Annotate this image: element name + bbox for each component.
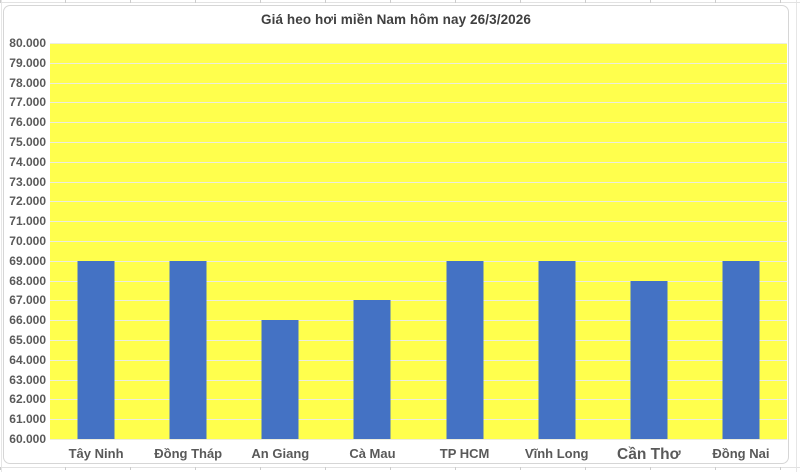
y-tick-label: 61.000 xyxy=(9,412,46,427)
plot-area[interactable] xyxy=(50,43,787,440)
y-tick-label: 73.000 xyxy=(9,174,46,189)
x-tick-label: Cần Thơ xyxy=(617,446,681,463)
gridline xyxy=(50,201,787,203)
chart-frame[interactable]: Giá heo hơi miền Nam hôm nay 26/3/2026 8… xyxy=(3,5,789,464)
gridline xyxy=(50,82,787,84)
gridline xyxy=(50,340,787,341)
y-tick-label: 79.000 xyxy=(9,55,46,70)
y-tick-label: 72.000 xyxy=(9,194,46,209)
y-tick-label: 75.000 xyxy=(9,135,46,149)
y-tick-label: 74.000 xyxy=(9,154,46,169)
bar[interactable] xyxy=(722,260,760,439)
bar[interactable] xyxy=(169,260,207,439)
y-tick-label: 69.000 xyxy=(9,253,46,268)
gridline xyxy=(50,320,787,322)
bar[interactable] xyxy=(261,320,299,439)
x-axis: Tây Ninh Đồng Tháp An Giang Cà Mau TP HCM Vĩn… xyxy=(50,444,787,464)
spreadsheet-column-ticks-bottom xyxy=(0,467,800,470)
gridline xyxy=(50,439,787,440)
x-tick-label: Cà Mau xyxy=(349,446,396,461)
x-tick-label: Vĩnh Long xyxy=(524,446,589,461)
spreadsheet-column-line-right xyxy=(796,0,797,472)
y-tick-label: 71.000 xyxy=(9,214,46,229)
gridline xyxy=(50,102,787,104)
y-tick-label: 67.000 xyxy=(9,293,46,308)
bar[interactable] xyxy=(630,280,668,439)
y-tick-label: 77.000 xyxy=(9,95,46,110)
y-tick-label: 78.000 xyxy=(9,75,46,90)
gridline xyxy=(50,280,787,282)
y-tick-label: 60.000 xyxy=(9,432,46,446)
gridline xyxy=(50,241,787,242)
y-tick-label: 64.000 xyxy=(9,352,46,367)
y-tick-label: 66.000 xyxy=(9,313,46,328)
y-tick-label: 80.000 xyxy=(9,36,46,50)
bar[interactable] xyxy=(446,260,484,439)
x-tick-label: Đồng Tháp xyxy=(154,446,223,461)
gridline xyxy=(50,43,787,44)
gridline xyxy=(50,260,787,262)
y-tick-label: 76.000 xyxy=(9,115,46,130)
gridline xyxy=(50,399,787,401)
chart-title[interactable]: Giá heo hơi miền Nam hôm nay 26/3/2026 xyxy=(261,12,531,27)
x-tick-label: Đồng Nai xyxy=(712,446,770,461)
gridline xyxy=(50,62,787,64)
spreadsheet-column-ticks-top xyxy=(0,0,800,3)
y-tick-label: 65.000 xyxy=(9,333,46,347)
gridline xyxy=(50,122,787,124)
gridline xyxy=(50,221,787,223)
gridline xyxy=(50,379,787,381)
gridline xyxy=(50,142,787,143)
y-tick-label: 70.000 xyxy=(9,234,46,248)
gridline xyxy=(50,359,787,361)
y-tick-label: 62.000 xyxy=(9,392,46,407)
y-tick-label: 63.000 xyxy=(9,372,46,387)
bar[interactable] xyxy=(538,260,576,439)
gridline xyxy=(50,181,787,183)
x-tick-label: An Giang xyxy=(251,446,310,461)
x-tick-label: TP HCM xyxy=(439,446,490,461)
gridline xyxy=(50,161,787,163)
y-tick-label: 68.000 xyxy=(9,273,46,288)
bar[interactable] xyxy=(353,300,391,439)
gridline xyxy=(50,419,787,421)
y-axis: 80.000 79.000 78.000 77.000 76.000 75.000 74.0… xyxy=(4,36,46,446)
bar[interactable] xyxy=(77,260,115,439)
x-tick-label: Tây Ninh xyxy=(68,446,124,461)
spreadsheet-column-line-left xyxy=(1,0,2,472)
gridline xyxy=(50,300,787,302)
